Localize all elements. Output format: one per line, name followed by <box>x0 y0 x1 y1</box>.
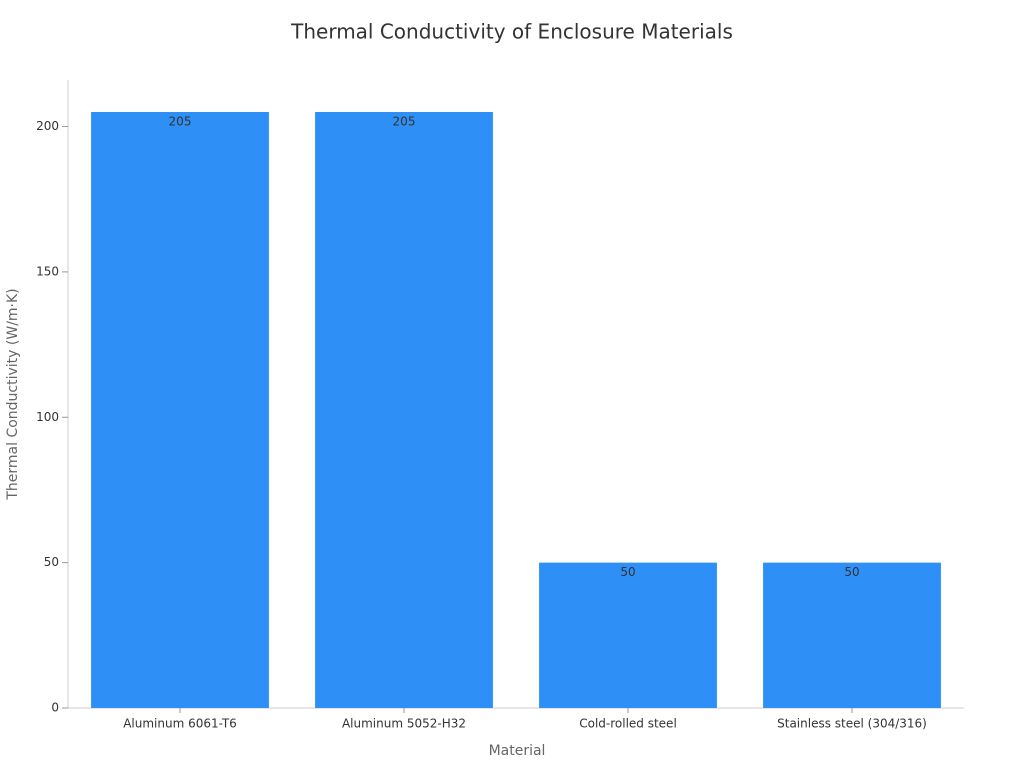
x-tick-label: Cold-rolled steel <box>579 717 677 731</box>
x-tick-label: Aluminum 5052-H32 <box>342 717 466 731</box>
y-tick-label: 150 <box>36 264 59 278</box>
bar <box>91 111 269 708</box>
y-tick-label: 50 <box>44 555 59 569</box>
x-tick-label: Aluminum 6061-T6 <box>123 717 237 731</box>
bar <box>763 562 941 708</box>
value-label: 205 <box>393 114 416 128</box>
value-label: 205 <box>169 114 192 128</box>
value-label: 50 <box>844 565 859 579</box>
x-tick-label: Stainless steel (304/316) <box>777 717 927 731</box>
chart-title: Thermal Conductivity of Enclosure Materi… <box>290 20 733 44</box>
bar <box>539 562 717 708</box>
y-axis-label: Thermal Conductivity (W/m·K) <box>5 288 21 500</box>
x-axis-label: Material <box>489 743 546 759</box>
bar <box>315 111 493 708</box>
value-label: 50 <box>620 565 635 579</box>
y-tick-label: 100 <box>36 410 59 424</box>
y-tick-label: 200 <box>36 119 59 133</box>
y-tick-label: 0 <box>51 701 59 715</box>
